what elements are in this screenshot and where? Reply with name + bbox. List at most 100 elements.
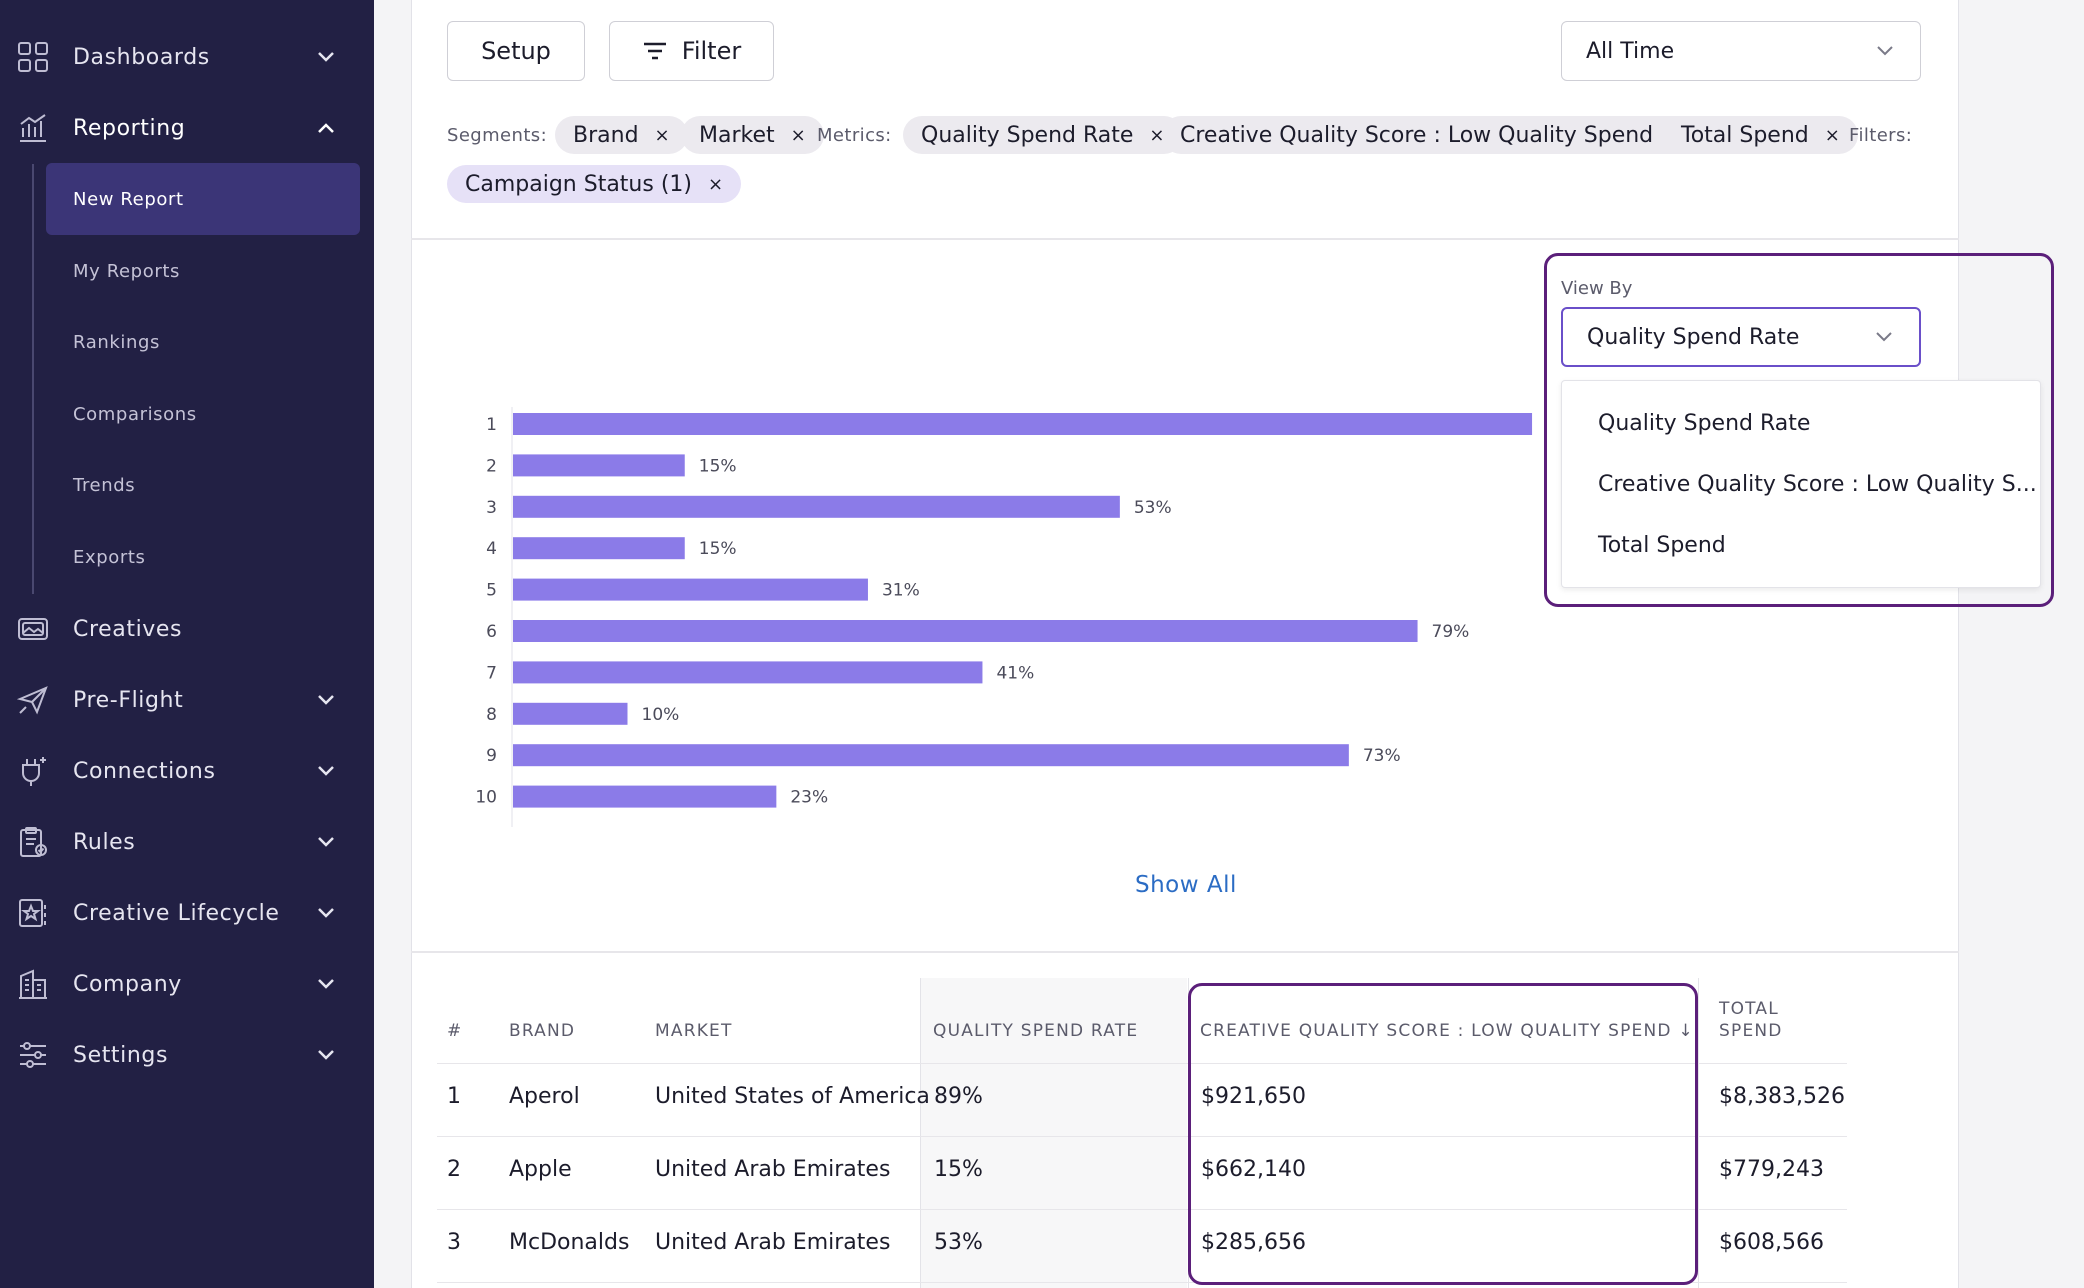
view-by-option-total-spend[interactable]: Total Spend bbox=[1598, 533, 1726, 558]
sidebar-subitem-new-report[interactable]: New Report bbox=[46, 163, 360, 235]
metric-chip-quality-spend-rate: Quality Spend Rate × bbox=[903, 116, 1183, 154]
metric-chip-total-spend: Total Spend × bbox=[1663, 116, 1858, 154]
row-1-market: United States of America bbox=[655, 1084, 930, 1109]
sidebar-item-reporting[interactable]: Reporting bbox=[0, 98, 374, 158]
sidebar-item-label: Settings bbox=[73, 1042, 169, 1068]
view-by-selected-value: Quality Spend Rate bbox=[1587, 324, 1800, 350]
column-divider bbox=[920, 978, 921, 1288]
header-creative-quality-score[interactable]: CREATIVE QUALITY SCORE : LOW QUALITY SPE… bbox=[1200, 1020, 1694, 1042]
row-3-cqs: $285,656 bbox=[1201, 1230, 1306, 1255]
plug-icon bbox=[16, 754, 50, 788]
building-icon bbox=[16, 967, 50, 1001]
column-divider bbox=[1698, 978, 1699, 1288]
row-1-brand: Aperol bbox=[509, 1084, 580, 1109]
row-3-market: United Arab Emirates bbox=[655, 1230, 891, 1255]
sidebar-item-label: Pre-Flight bbox=[73, 687, 184, 713]
sidebar-subitem-label: Comparisons bbox=[73, 403, 197, 425]
row-2-brand: Apple bbox=[509, 1157, 572, 1182]
header-quality-spend-rate[interactable]: QUALITY SPEND RATE bbox=[933, 1021, 1139, 1041]
metrics-label: Metrics: bbox=[817, 125, 892, 146]
sidebar-item-label: Rules bbox=[73, 829, 136, 855]
sidebar-subitem-trends[interactable]: Trends bbox=[46, 449, 360, 521]
filter-button[interactable]: Filter bbox=[609, 21, 774, 81]
view-by-option-creative-quality-score[interactable]: Creative Quality Score : Low Quality S..… bbox=[1598, 472, 2037, 497]
sidebar-subitem-label: Rankings bbox=[73, 331, 160, 353]
sidebar-item-rules[interactable]: Rules bbox=[0, 812, 374, 872]
sidebar-item-creative-lifecycle[interactable]: Creative Lifecycle bbox=[0, 883, 374, 943]
chip-label: Total Spend bbox=[1681, 122, 1809, 148]
time-range-value: All Time bbox=[1586, 38, 1675, 64]
creative-quality-score-column-highlight bbox=[1188, 983, 1698, 1285]
view-by-select[interactable]: Quality Spend Rate bbox=[1561, 307, 1921, 367]
sidebar-subitem-comparisons[interactable]: Comparisons bbox=[46, 378, 360, 450]
row-2-cqs: $662,140 bbox=[1201, 1157, 1306, 1182]
filter-chip-campaign-status: Campaign Status (1) × bbox=[447, 165, 742, 203]
creatives-image-icon bbox=[16, 612, 50, 646]
sidebar-item-label: Creative Lifecycle bbox=[73, 900, 280, 926]
row-divider bbox=[437, 1136, 1847, 1137]
sidebar-subitem-my-reports[interactable]: My Reports bbox=[46, 235, 360, 307]
sidebar-subitem-rankings[interactable]: Rankings bbox=[46, 306, 360, 378]
row-3-num: 3 bbox=[447, 1230, 461, 1255]
sidebar-subitem-label: Trends bbox=[73, 474, 136, 496]
setup-button[interactable]: Setup bbox=[447, 21, 585, 81]
chip-label: Campaign Status (1) bbox=[465, 171, 692, 197]
sidebar-subitem-label: New Report bbox=[73, 188, 184, 210]
chevron-down-icon bbox=[1876, 45, 1894, 57]
header-total-spend[interactable]: TOTAL SPEND bbox=[1719, 998, 1783, 1042]
row-2-total: $779,243 bbox=[1719, 1157, 1824, 1182]
metric-chip-creative-quality-score: Creative Quality Score : Low Quality Spe… bbox=[1162, 116, 1703, 154]
section-divider bbox=[411, 238, 1959, 240]
submenu-guide-line bbox=[32, 164, 34, 594]
remove-chip-icon[interactable]: × bbox=[654, 124, 670, 146]
sidebar-item-label: Creatives bbox=[73, 616, 183, 642]
sidebar-item-creatives[interactable]: Creatives bbox=[0, 599, 374, 659]
sidebar-item-connections[interactable]: Connections bbox=[0, 741, 374, 801]
chevron-down-icon bbox=[314, 759, 338, 783]
header-total-line2: SPEND bbox=[1719, 1021, 1783, 1041]
row-3-brand: McDonalds bbox=[509, 1230, 630, 1255]
header-cqs-label: CREATIVE QUALITY SCORE : LOW QUALITY SPE… bbox=[1200, 1021, 1672, 1041]
row-2-qsr: 15% bbox=[934, 1157, 983, 1182]
row-divider bbox=[437, 1282, 1847, 1283]
remove-chip-icon[interactable]: × bbox=[708, 173, 724, 195]
remove-chip-icon[interactable]: × bbox=[790, 124, 806, 146]
chip-label: Brand bbox=[573, 122, 639, 148]
view-by-dropdown-menu: Quality Spend Rate Creative Quality Scor… bbox=[1561, 380, 2041, 588]
sidebar-item-pre-flight[interactable]: Pre-Flight bbox=[0, 670, 374, 730]
chevron-down-icon bbox=[314, 1043, 338, 1067]
sidebar-item-settings[interactable]: Settings bbox=[0, 1025, 374, 1085]
sidebar-subitem-label: Exports bbox=[73, 546, 146, 568]
chip-label: Creative Quality Score : Low Quality Spe… bbox=[1180, 122, 1654, 148]
sidebar-subitem-exports[interactable]: Exports bbox=[46, 521, 360, 593]
reporting-chart-icon bbox=[16, 111, 50, 145]
clipboard-check-icon bbox=[16, 825, 50, 859]
dashboard-grid-icon bbox=[16, 40, 50, 74]
time-range-select[interactable]: All Time bbox=[1561, 21, 1921, 81]
remove-chip-icon[interactable]: × bbox=[1149, 124, 1165, 146]
header-brand[interactable]: BRAND bbox=[509, 1021, 576, 1041]
sidebar-item-company[interactable]: Company bbox=[0, 954, 374, 1014]
sidebar-item-dashboards[interactable]: Dashboards bbox=[0, 27, 374, 87]
show-all-link[interactable]: Show All bbox=[1135, 872, 1237, 898]
view-by-label: View By bbox=[1561, 278, 1633, 299]
view-by-option-quality-spend-rate[interactable]: Quality Spend Rate bbox=[1598, 411, 1811, 436]
chevron-up-icon bbox=[314, 116, 338, 140]
sort-arrow-down-icon: ↓ bbox=[1678, 1021, 1694, 1041]
remove-chip-icon[interactable]: × bbox=[1824, 124, 1840, 146]
section-divider bbox=[411, 951, 1959, 953]
row-3-qsr: 53% bbox=[934, 1230, 983, 1255]
header-underline bbox=[437, 1063, 1847, 1064]
filters-label: Filters: bbox=[1849, 125, 1913, 146]
sidebar-item-label: Dashboards bbox=[73, 44, 210, 70]
segment-chip-market: Market × bbox=[681, 116, 824, 154]
chip-label: Quality Spend Rate bbox=[921, 122, 1134, 148]
header-market[interactable]: MARKET bbox=[655, 1021, 733, 1041]
chevron-down-icon bbox=[314, 688, 338, 712]
chevron-down-icon bbox=[1875, 331, 1893, 343]
lifecycle-star-icon bbox=[16, 896, 50, 930]
filter-icon bbox=[642, 41, 668, 61]
row-1-cqs: $921,650 bbox=[1201, 1084, 1306, 1109]
setup-label: Setup bbox=[481, 37, 551, 65]
segments-label: Segments: bbox=[447, 125, 548, 146]
